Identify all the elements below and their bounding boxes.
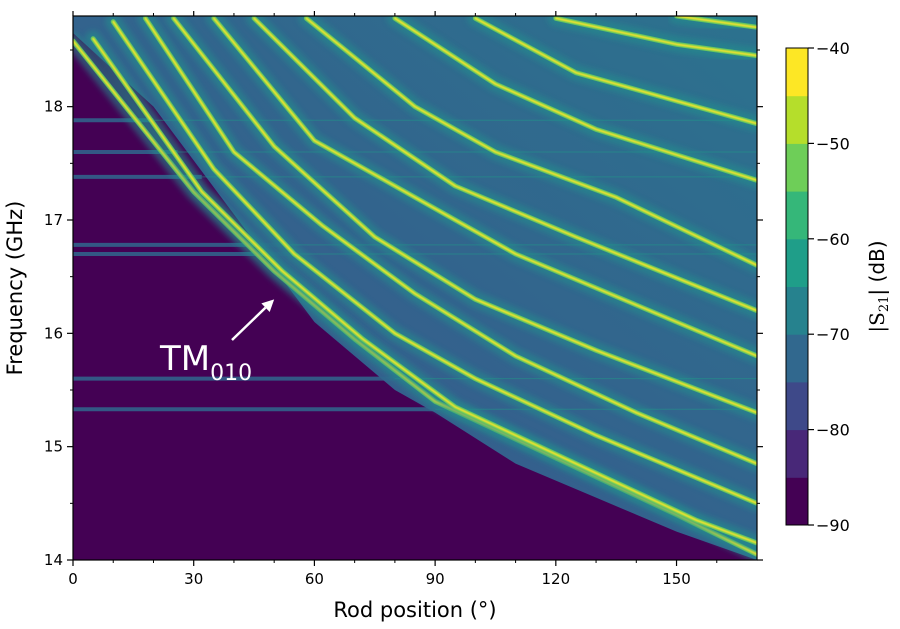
mode-curve-core: [675, 16, 757, 29]
below-cutoff-region: [73, 33, 757, 560]
mode-curve: [547, 16, 757, 64]
mode-curve: [137, 16, 757, 472]
mode-curve-core: [305, 17, 757, 267]
colorbar-tick-label: −90: [816, 516, 850, 535]
colorbar-frame: [785, 47, 809, 526]
y-axis-label: Frequency (GHz): [3, 201, 27, 376]
colorbar-segment: [786, 334, 808, 383]
annotation-label: TM010: [159, 339, 252, 386]
tm010-annotation: TM010: [159, 299, 275, 386]
mode-curve: [205, 16, 757, 364]
y-tick-label: 16: [44, 324, 63, 342]
y-tick-label: 17: [44, 211, 63, 229]
colorbar-tick-label: −50: [816, 134, 850, 153]
x-tick-label: 120: [542, 570, 571, 588]
annotation-arrow: [231, 306, 267, 341]
colorbar: −40 −50 −60 −70 −80 −90: [785, 39, 850, 535]
x-tick-label: 60: [305, 570, 324, 588]
mode-curve: [386, 16, 757, 189]
mode-curve-core: [172, 17, 757, 414]
colorbar-tick-label: −80: [816, 421, 850, 440]
mode-curve: [467, 16, 757, 132]
colorbar-segment: [786, 143, 808, 192]
colorbar-segment: [786, 381, 808, 431]
colorbar-segment: [786, 429, 808, 478]
mode-curve: [165, 16, 757, 421]
mode-curve-core: [92, 37, 757, 544]
mode-curve: [105, 16, 757, 512]
colorbar-label-main: |S: [865, 312, 890, 332]
y-tick-label: 14: [44, 551, 63, 569]
colorbar-segment: [786, 48, 808, 97]
x-tick-label: 0: [68, 570, 78, 588]
plot-area: [73, 16, 757, 560]
plot-frame: [72, 15, 758, 561]
mode-curve-core: [112, 20, 757, 505]
mode-curve: [85, 30, 757, 551]
mode-curve-core: [253, 17, 757, 312]
mode-curve-core: [554, 17, 757, 57]
annotation-arrowhead: [261, 299, 275, 312]
colorbar-segment: [786, 477, 808, 526]
mode-curve-core: [474, 17, 757, 125]
y-tick-label: 18: [44, 98, 63, 116]
x-tick-label: 150: [662, 570, 691, 588]
x-axis: 0 30 60 90 120 150: [68, 11, 718, 588]
x-tick-label: 30: [184, 570, 203, 588]
annotation-label-main: TM: [159, 339, 210, 379]
mode-curves: [73, 16, 757, 560]
colorbar-segment: [786, 191, 808, 240]
colorbar-segment: [786, 286, 808, 335]
y-tick-label: 15: [44, 438, 63, 456]
x-axis-label: Rod position (°): [333, 598, 496, 622]
colorbar-label-close: | (dB): [865, 240, 889, 295]
colorbar-tick-label: −40: [816, 39, 850, 58]
mode-curve-core: [212, 17, 757, 357]
mode-curve: [298, 16, 757, 274]
mode-curve-core: [393, 17, 757, 182]
colorbar-tick-label: −70: [816, 325, 850, 344]
x-tick-label: 90: [426, 570, 445, 588]
colorbar-tick-label: −60: [816, 230, 850, 249]
mode-curve: [246, 16, 757, 319]
y-axis: 14 15 16 17 18: [44, 49, 763, 569]
colorbar-segment: [786, 95, 808, 144]
mode-curve: [668, 16, 757, 36]
mode-curve-core: [144, 17, 757, 465]
annotation-label-sub: 010: [210, 361, 252, 386]
colorbar-segment: [786, 238, 808, 287]
colorbar-label: |S21| (dB): [865, 240, 892, 332]
colorbar-label-sub: 21: [877, 296, 892, 313]
